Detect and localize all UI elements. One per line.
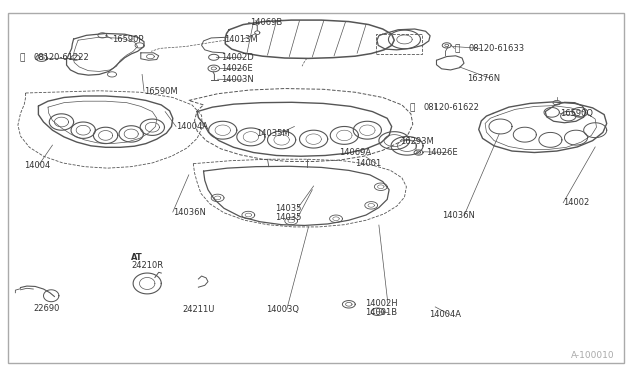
Text: 14002D: 14002D [221,53,253,62]
Text: 14013M: 14013M [224,35,258,44]
Text: 14036N: 14036N [442,211,474,220]
Text: Ⓑ: Ⓑ [454,44,460,53]
Text: 14003Q: 14003Q [266,305,299,314]
Text: Ⓑ: Ⓑ [19,53,24,62]
Text: Ⓑ: Ⓑ [410,103,415,112]
Text: 16590Q: 16590Q [560,109,593,118]
Text: 14026E: 14026E [221,64,252,73]
Text: 14069B: 14069B [250,18,282,27]
Text: 14035: 14035 [275,204,301,213]
Text: 14001B: 14001B [365,308,397,317]
Text: 14002: 14002 [563,198,589,207]
Text: 14001: 14001 [355,159,381,168]
Text: 16376N: 16376N [467,74,500,83]
Text: 14002H: 14002H [365,299,397,308]
Text: 16590M: 16590M [144,87,178,96]
Text: 14004: 14004 [24,161,51,170]
Text: 08120-61622: 08120-61622 [424,103,479,112]
Text: 16293M: 16293M [400,137,434,146]
Text: 14004A: 14004A [176,122,208,131]
Text: 14026E: 14026E [426,148,457,157]
Text: 22690: 22690 [33,304,60,313]
Text: 08120-61633: 08120-61633 [468,44,525,53]
Text: A-100010: A-100010 [571,351,614,360]
Text: 08120-61222: 08120-61222 [33,53,89,62]
Text: 14003N: 14003N [221,76,253,84]
Text: AT: AT [131,253,143,262]
Text: 24211U: 24211U [182,305,215,314]
Text: 14035: 14035 [275,213,301,222]
Text: 16590P: 16590P [112,35,143,44]
Text: 14036N: 14036N [173,208,205,217]
Text: 14004A: 14004A [429,310,461,319]
Text: 14069A: 14069A [339,148,371,157]
Text: 24210R: 24210R [131,262,163,270]
Text: 14035M: 14035M [256,129,290,138]
